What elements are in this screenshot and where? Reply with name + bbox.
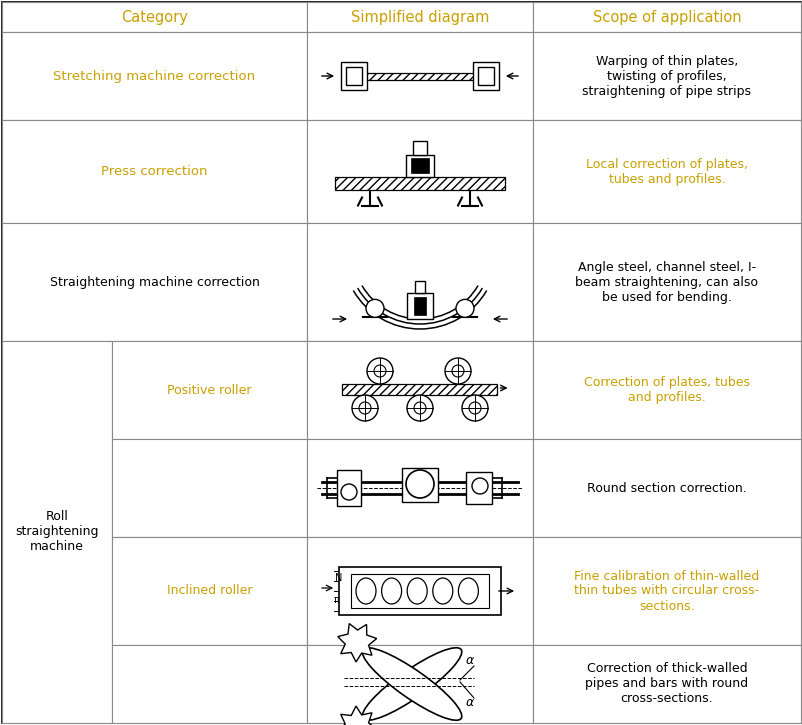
Text: Positive roller: Positive roller (167, 384, 252, 397)
Bar (477, 67, 493, 85)
Bar (472, 62, 498, 90)
Bar (306, 120, 533, 223)
Circle shape (358, 402, 371, 414)
Bar (346, 67, 362, 85)
Text: Correction of plates, tubes
and profiles.: Correction of plates, tubes and profiles… (583, 376, 749, 404)
Bar (345, 72, 494, 80)
Bar (334, 176, 504, 189)
Bar (533, 439, 800, 537)
Bar (411, 157, 428, 173)
Ellipse shape (458, 578, 478, 604)
Circle shape (444, 358, 471, 384)
Bar (407, 293, 432, 319)
Bar (111, 537, 306, 645)
Bar (306, 537, 533, 645)
Bar (338, 567, 500, 615)
Bar (306, 2, 533, 32)
Bar (533, 537, 800, 645)
Polygon shape (338, 624, 376, 662)
Text: Scope of application: Scope of application (592, 9, 740, 25)
Circle shape (456, 299, 473, 318)
Bar (533, 32, 800, 120)
Bar (2, 2, 306, 32)
Ellipse shape (362, 647, 461, 720)
Bar (533, 223, 800, 341)
Bar (342, 384, 497, 395)
Circle shape (468, 402, 480, 414)
Ellipse shape (355, 578, 375, 604)
Circle shape (367, 358, 392, 384)
Text: Stretching machine correction: Stretching machine correction (54, 70, 255, 83)
Bar (412, 141, 427, 154)
Text: Roll
straightening
machine: Roll straightening machine (15, 510, 99, 553)
Text: Angle steel, channel steel, I-
beam straightening, can also
be used for bending.: Angle steel, channel steel, I- beam stra… (575, 260, 758, 304)
Text: Straightening machine correction: Straightening machine correction (50, 276, 259, 289)
Text: π: π (334, 595, 339, 605)
Ellipse shape (407, 578, 427, 604)
Bar (341, 62, 367, 90)
Bar (337, 470, 361, 506)
Bar (111, 439, 306, 537)
Bar (533, 341, 800, 439)
Circle shape (351, 395, 378, 421)
Circle shape (414, 402, 426, 414)
Text: Local correction of plates,
tubes and profiles.: Local correction of plates, tubes and pr… (585, 157, 747, 186)
Bar (533, 2, 800, 32)
Text: Fine calibration of thin-walled
thin tubes with circular cross-
sections.: Fine calibration of thin-walled thin tub… (573, 570, 759, 613)
Bar (465, 472, 492, 504)
Bar (111, 341, 306, 439)
Text: α: α (465, 654, 474, 667)
Circle shape (341, 484, 357, 500)
Bar (415, 281, 424, 293)
Circle shape (366, 299, 383, 318)
Bar (306, 32, 533, 120)
Bar (350, 574, 488, 608)
Bar (402, 468, 437, 502)
Ellipse shape (362, 647, 461, 720)
Bar (2, 341, 111, 723)
Bar (2, 32, 306, 120)
Bar (533, 645, 800, 723)
Bar (414, 297, 426, 315)
Circle shape (472, 478, 488, 494)
Bar (406, 154, 433, 176)
Text: Category: Category (121, 9, 188, 25)
Text: α: α (465, 696, 474, 709)
Bar (2, 120, 306, 223)
Bar (533, 120, 800, 223)
Circle shape (407, 395, 432, 421)
Ellipse shape (432, 578, 452, 604)
Bar (306, 439, 533, 537)
Bar (111, 645, 306, 723)
Bar (306, 645, 533, 723)
Text: N: N (334, 573, 342, 583)
Circle shape (461, 395, 488, 421)
Circle shape (374, 365, 386, 377)
Text: Press correction: Press correction (101, 165, 208, 178)
Ellipse shape (381, 578, 401, 604)
Circle shape (452, 365, 464, 377)
Polygon shape (338, 706, 376, 725)
Bar (2, 223, 306, 341)
Bar (306, 341, 533, 439)
Text: Warping of thin plates,
twisting of profiles,
straightening of pipe strips: Warping of thin plates, twisting of prof… (581, 54, 751, 97)
Text: Round section correction.: Round section correction. (586, 481, 746, 494)
Bar (306, 223, 533, 341)
Text: Correction of thick-walled
pipes and bars with round
cross-sections.: Correction of thick-walled pipes and bar… (585, 663, 747, 705)
Circle shape (406, 470, 433, 498)
Text: Inclined roller: Inclined roller (167, 584, 252, 597)
Text: Simplified diagram: Simplified diagram (350, 9, 488, 25)
